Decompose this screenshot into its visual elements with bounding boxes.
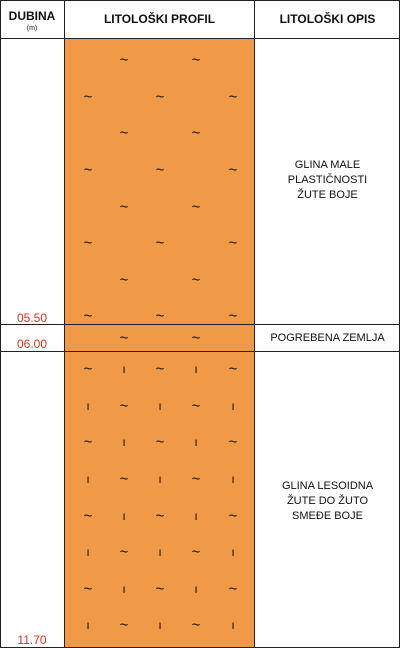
tilde-symbol: ~ xyxy=(119,397,129,415)
tilde-symbol: ~ xyxy=(83,234,93,252)
bar-symbol: ı xyxy=(122,362,126,376)
tilde-symbol: ~ xyxy=(83,88,93,106)
tilde-symbol: ~ xyxy=(155,88,165,106)
tilde-symbol: ~ xyxy=(83,307,93,325)
tilde-symbol: ~ xyxy=(119,124,129,142)
bar-symbol: ı xyxy=(194,582,198,596)
bar-symbol: ı xyxy=(231,399,235,413)
bar-symbol: ı xyxy=(194,362,198,376)
tilde-symbol: ~ xyxy=(191,51,201,69)
layer-3-desc-line-2: ŽUTE DO ŽUTO xyxy=(286,495,369,507)
tilde-symbol: ~ xyxy=(155,161,165,179)
bar-symbol: ı xyxy=(194,509,198,523)
tilde-symbol: ~ xyxy=(155,360,165,378)
tilde-symbol: ~ xyxy=(228,88,238,106)
tilde-symbol: ~ xyxy=(191,616,201,634)
bar-symbol: ı xyxy=(231,618,235,632)
tilde-symbol: ~ xyxy=(228,580,238,598)
tilde-symbol: ~ xyxy=(83,161,93,179)
layer-3-fill xyxy=(65,352,254,647)
bar-symbol: ı xyxy=(231,545,235,559)
tilde-symbol: ~ xyxy=(228,234,238,252)
depth-header: DUBINA (m) xyxy=(0,9,64,32)
description-header: LITOLOŠKI OPIS xyxy=(279,12,376,26)
tilde-symbol: ~ xyxy=(119,51,129,69)
tilde-symbol: ~ xyxy=(119,616,129,634)
tilde-symbol: ~ xyxy=(191,470,201,488)
tilde-symbol: ~ xyxy=(83,360,93,378)
tilde-symbol: ~ xyxy=(83,433,93,451)
tilde-symbol: ~ xyxy=(228,307,238,325)
tilde-symbol: ~ xyxy=(191,329,201,347)
tilde-symbol: ~ xyxy=(191,271,201,289)
bar-symbol: ı xyxy=(122,435,126,449)
layer-3-description: GLINA LESOIDNA ŽUTE DO ŽUTO SMEĐE BOJE xyxy=(255,479,400,524)
tilde-symbol: ~ xyxy=(228,360,238,378)
tilde-symbol: ~ xyxy=(119,329,129,347)
layer-2-description: POGREBENA ZEMLJA xyxy=(255,331,400,346)
bar-symbol: ı xyxy=(86,399,90,413)
tilde-symbol: ~ xyxy=(119,543,129,561)
depth-label-3: 11.70 xyxy=(17,633,47,647)
bar-symbol: ı xyxy=(158,399,162,413)
tilde-symbol: ~ xyxy=(191,124,201,142)
layer-1-description: GLINA MALE PLASTIČNOSTI ŽUTE BOJE xyxy=(255,158,400,203)
tilde-symbol: ~ xyxy=(228,161,238,179)
depth-label-1: 05.50 xyxy=(16,311,48,325)
tilde-symbol: ~ xyxy=(155,307,165,325)
bar-symbol: ı xyxy=(194,435,198,449)
depth-header-unit: (m) xyxy=(26,25,38,32)
layer-1-desc-line-2: PLASTIČNOSTI xyxy=(287,174,368,186)
bar-symbol: ı xyxy=(158,472,162,486)
depth-header-label: DUBINA xyxy=(8,9,56,23)
tilde-symbol: ~ xyxy=(155,507,165,525)
tilde-symbol: ~ xyxy=(83,580,93,598)
tilde-symbol: ~ xyxy=(155,580,165,598)
layer-3-desc-line-1: GLINA LESOIDNA xyxy=(281,480,374,492)
layer-2-fill xyxy=(65,324,254,352)
tilde-symbol: ~ xyxy=(119,470,129,488)
bar-symbol: ı xyxy=(86,618,90,632)
bar-symbol: ı xyxy=(158,545,162,559)
layer-1-desc-line-3: ŽUTE BOJE xyxy=(297,189,358,201)
layer-1-fill xyxy=(65,38,254,324)
tilde-symbol: ~ xyxy=(119,271,129,289)
layer-2-desc-line-1: POGREBENA ZEMLJA xyxy=(270,332,385,344)
tilde-symbol: ~ xyxy=(228,507,238,525)
tilde-symbol: ~ xyxy=(119,198,129,216)
bar-symbol: ı xyxy=(122,582,126,596)
tilde-symbol: ~ xyxy=(155,234,165,252)
layer-1-desc-line-1: GLINA MALE xyxy=(294,159,361,171)
tilde-symbol: ~ xyxy=(155,433,165,451)
layer-3-desc-line-3: SMEĐE BOJE xyxy=(292,510,363,522)
bar-symbol: ı xyxy=(231,472,235,486)
bar-symbol: ı xyxy=(122,509,126,523)
bar-symbol: ı xyxy=(86,472,90,486)
depth-label-2: 06.00 xyxy=(16,337,48,351)
tilde-symbol: ~ xyxy=(83,507,93,525)
bar-symbol: ı xyxy=(86,545,90,559)
tilde-symbol: ~ xyxy=(191,198,201,216)
tilde-symbol: ~ xyxy=(191,397,201,415)
tilde-symbol: ~ xyxy=(228,433,238,451)
tilde-symbol: ~ xyxy=(191,543,201,561)
bar-symbol: ı xyxy=(158,618,162,632)
profile-header: LITOLOŠKI PROFIL xyxy=(103,12,216,26)
